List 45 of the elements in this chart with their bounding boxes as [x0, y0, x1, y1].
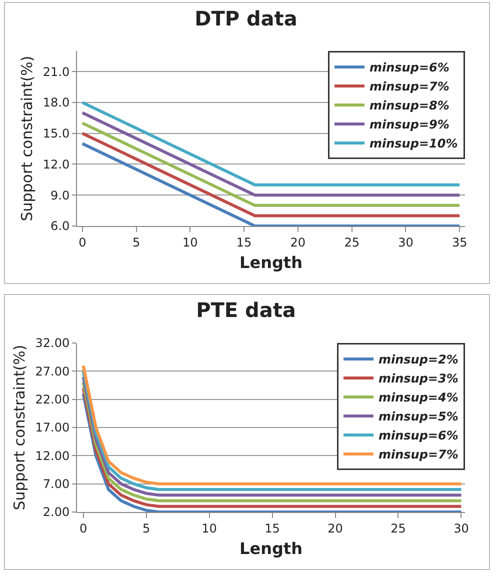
x-tick-label: 10 [202, 521, 217, 536]
x-tick-label: 35 [452, 235, 468, 250]
y-tick-label: 22.00 [35, 392, 70, 407]
legend-label: minsup=4% [378, 390, 458, 405]
chart-title: PTE data [196, 298, 296, 322]
y-axis-title: Support constraint(%) [10, 344, 28, 510]
x-tick-label: 5 [132, 235, 140, 250]
x-tick-label: 15 [236, 235, 252, 250]
y-tick-label: 32.00 [35, 336, 70, 350]
x-tick-label: 20 [328, 521, 343, 536]
y-tick-label: 6.0 [50, 219, 70, 234]
x-tick-label: 0 [78, 235, 86, 250]
legend-label: minsup=9% [370, 118, 450, 132]
y-tick-label: 15.0 [42, 126, 70, 141]
legend-label: minsup=6% [378, 428, 458, 443]
y-tick-label: 7.00 [42, 477, 70, 492]
legend-label: minsup=5% [378, 410, 458, 424]
x-tick-label: 10 [182, 235, 198, 250]
y-tick-label: 9.0 [50, 188, 70, 202]
legend-label: minsup=7% [370, 80, 450, 94]
x-tick-label: 5 [142, 521, 150, 536]
x-tick-label: 15 [264, 521, 280, 536]
y-tick-label: 12.00 [35, 448, 70, 463]
x-tick-label: 25 [390, 521, 406, 536]
x-tick-label: 0 [79, 521, 88, 536]
y-axis-title: Support constraint(%) [18, 56, 36, 222]
y-tick-label: 17.00 [35, 420, 70, 435]
y-tick-label: 21.0 [42, 64, 70, 79]
y-tick-label: 12.0 [42, 157, 70, 172]
x-axis-title: Length [240, 253, 302, 272]
legend-label: minsup=10% [370, 136, 458, 151]
x-tick-label: 20 [290, 235, 306, 250]
x-tick-label: 30 [398, 235, 414, 250]
x-tick-label: 30 [454, 521, 469, 536]
legend-label: minsup=8% [370, 98, 450, 113]
y-tick-label: 27.00 [35, 364, 70, 378]
x-tick-label: 25 [344, 235, 360, 250]
x-axis-title: Length [240, 539, 302, 558]
y-tick-label: 2.00 [42, 505, 70, 520]
legend-label: minsup=6% [370, 60, 450, 75]
legend-label: minsup=7% [378, 448, 458, 462]
legend-label: minsup=2% [378, 352, 458, 367]
legend-label: minsup=3% [378, 372, 458, 386]
y-tick-label: 18.0 [42, 96, 70, 110]
chart-title: DTP data [194, 6, 298, 30]
